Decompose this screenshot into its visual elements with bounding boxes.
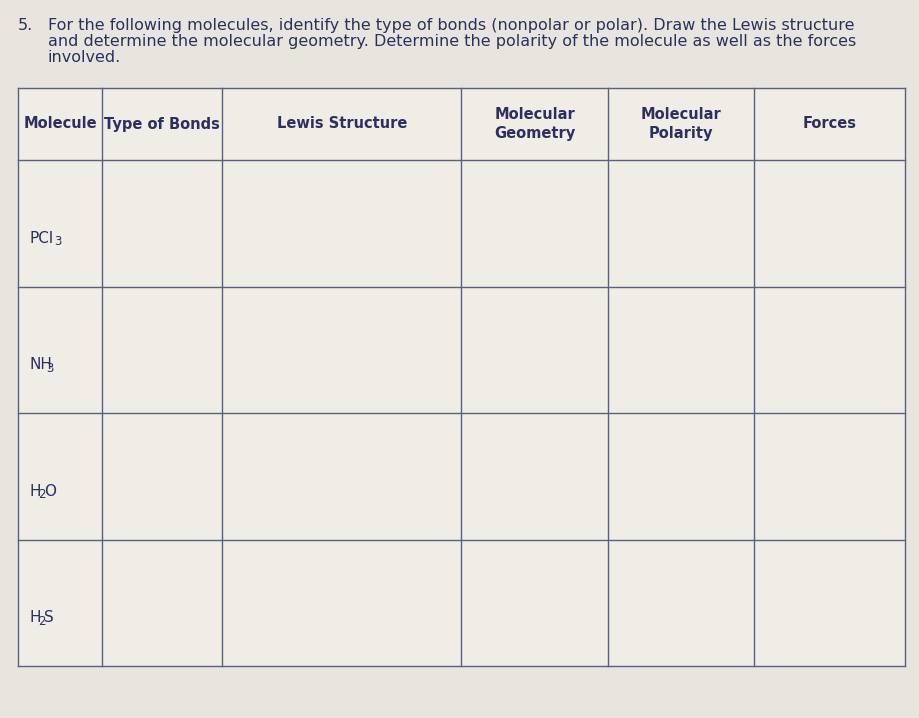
Text: S: S: [44, 610, 53, 625]
Text: PCl: PCl: [30, 231, 54, 246]
Text: Lewis Structure: Lewis Structure: [277, 116, 406, 131]
Text: 3: 3: [46, 362, 53, 375]
Text: and determine the molecular geometry. Determine the polarity of the molecule as : and determine the molecular geometry. De…: [48, 34, 856, 49]
Text: 3: 3: [53, 236, 61, 248]
Text: involved.: involved.: [48, 50, 121, 65]
Text: H: H: [30, 610, 41, 625]
Text: 5.: 5.: [18, 18, 33, 33]
Text: Molecular
Polarity: Molecular Polarity: [640, 107, 720, 141]
Bar: [18, 88, 904, 666]
Text: Type of Bonds: Type of Bonds: [104, 116, 220, 131]
Text: H: H: [30, 484, 41, 499]
Text: Molecule: Molecule: [23, 116, 96, 131]
Text: Forces: Forces: [801, 116, 856, 131]
Text: Molecular
Geometry: Molecular Geometry: [494, 107, 574, 141]
Text: O: O: [44, 484, 56, 499]
Text: NH: NH: [30, 358, 52, 373]
Text: 2: 2: [38, 615, 45, 628]
Text: 2: 2: [38, 488, 45, 501]
Text: For the following molecules, identify the type of bonds (nonpolar or polar). Dra: For the following molecules, identify th…: [48, 18, 854, 33]
